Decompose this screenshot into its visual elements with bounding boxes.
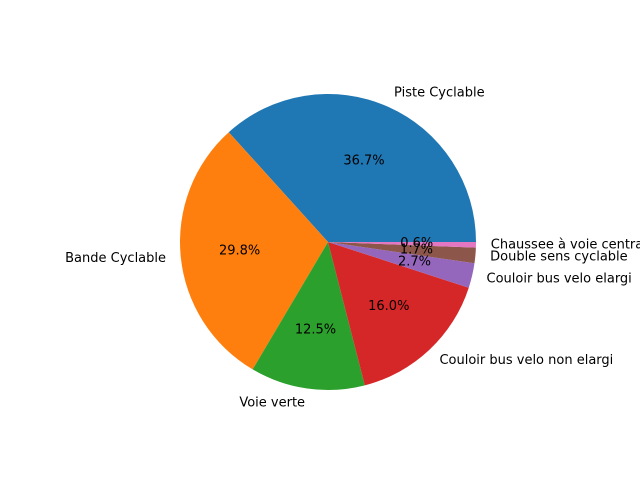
pie-slice-double-sens-cyclable: [328, 242, 476, 264]
pie-slices: [179, 93, 476, 391]
pie-percent-label: 1.7%: [400, 243, 433, 258]
pie-category-label: Voie verte: [239, 396, 305, 411]
pie-percent-label: 29.8%: [219, 243, 260, 258]
pie-percent-label: 36.7%: [343, 153, 384, 168]
pie-category-label: Bande Cyclable: [65, 251, 166, 266]
pie-slice-bande-cyclable: [179, 132, 328, 370]
pie-slice-piste-cyclable: [228, 93, 476, 242]
pie-labels: 36.7% Piste Cyclable 29.8% Bande Cyclable 12…: [65, 86, 640, 411]
pie-percent-label: 12.5%: [295, 322, 336, 337]
pie-percent-label: 2.7%: [398, 255, 431, 270]
pie-slice-chaussee-a-voie-centrale-banalisee: [328, 242, 476, 248]
pie-slice-couloir-bus-velo-non-elargi: [328, 242, 469, 386]
pie-category-label: Chaussee à voie centrale banalisée: [491, 238, 640, 253]
pie-percent-label: 0.6%: [400, 236, 433, 251]
pie-slice-couloir-bus-velo-elargi: [328, 242, 475, 288]
pie-percent-label: 16.0%: [368, 299, 409, 314]
pie-category-label: Double sens cyclable: [490, 249, 628, 264]
pie-category-label: Couloir bus velo non elargi: [439, 353, 613, 368]
pie-category-label: Piste Cyclable: [394, 86, 485, 101]
pie-slice-voie-verte: [252, 242, 365, 391]
pie-category-label: Couloir bus velo elargi: [487, 272, 632, 287]
